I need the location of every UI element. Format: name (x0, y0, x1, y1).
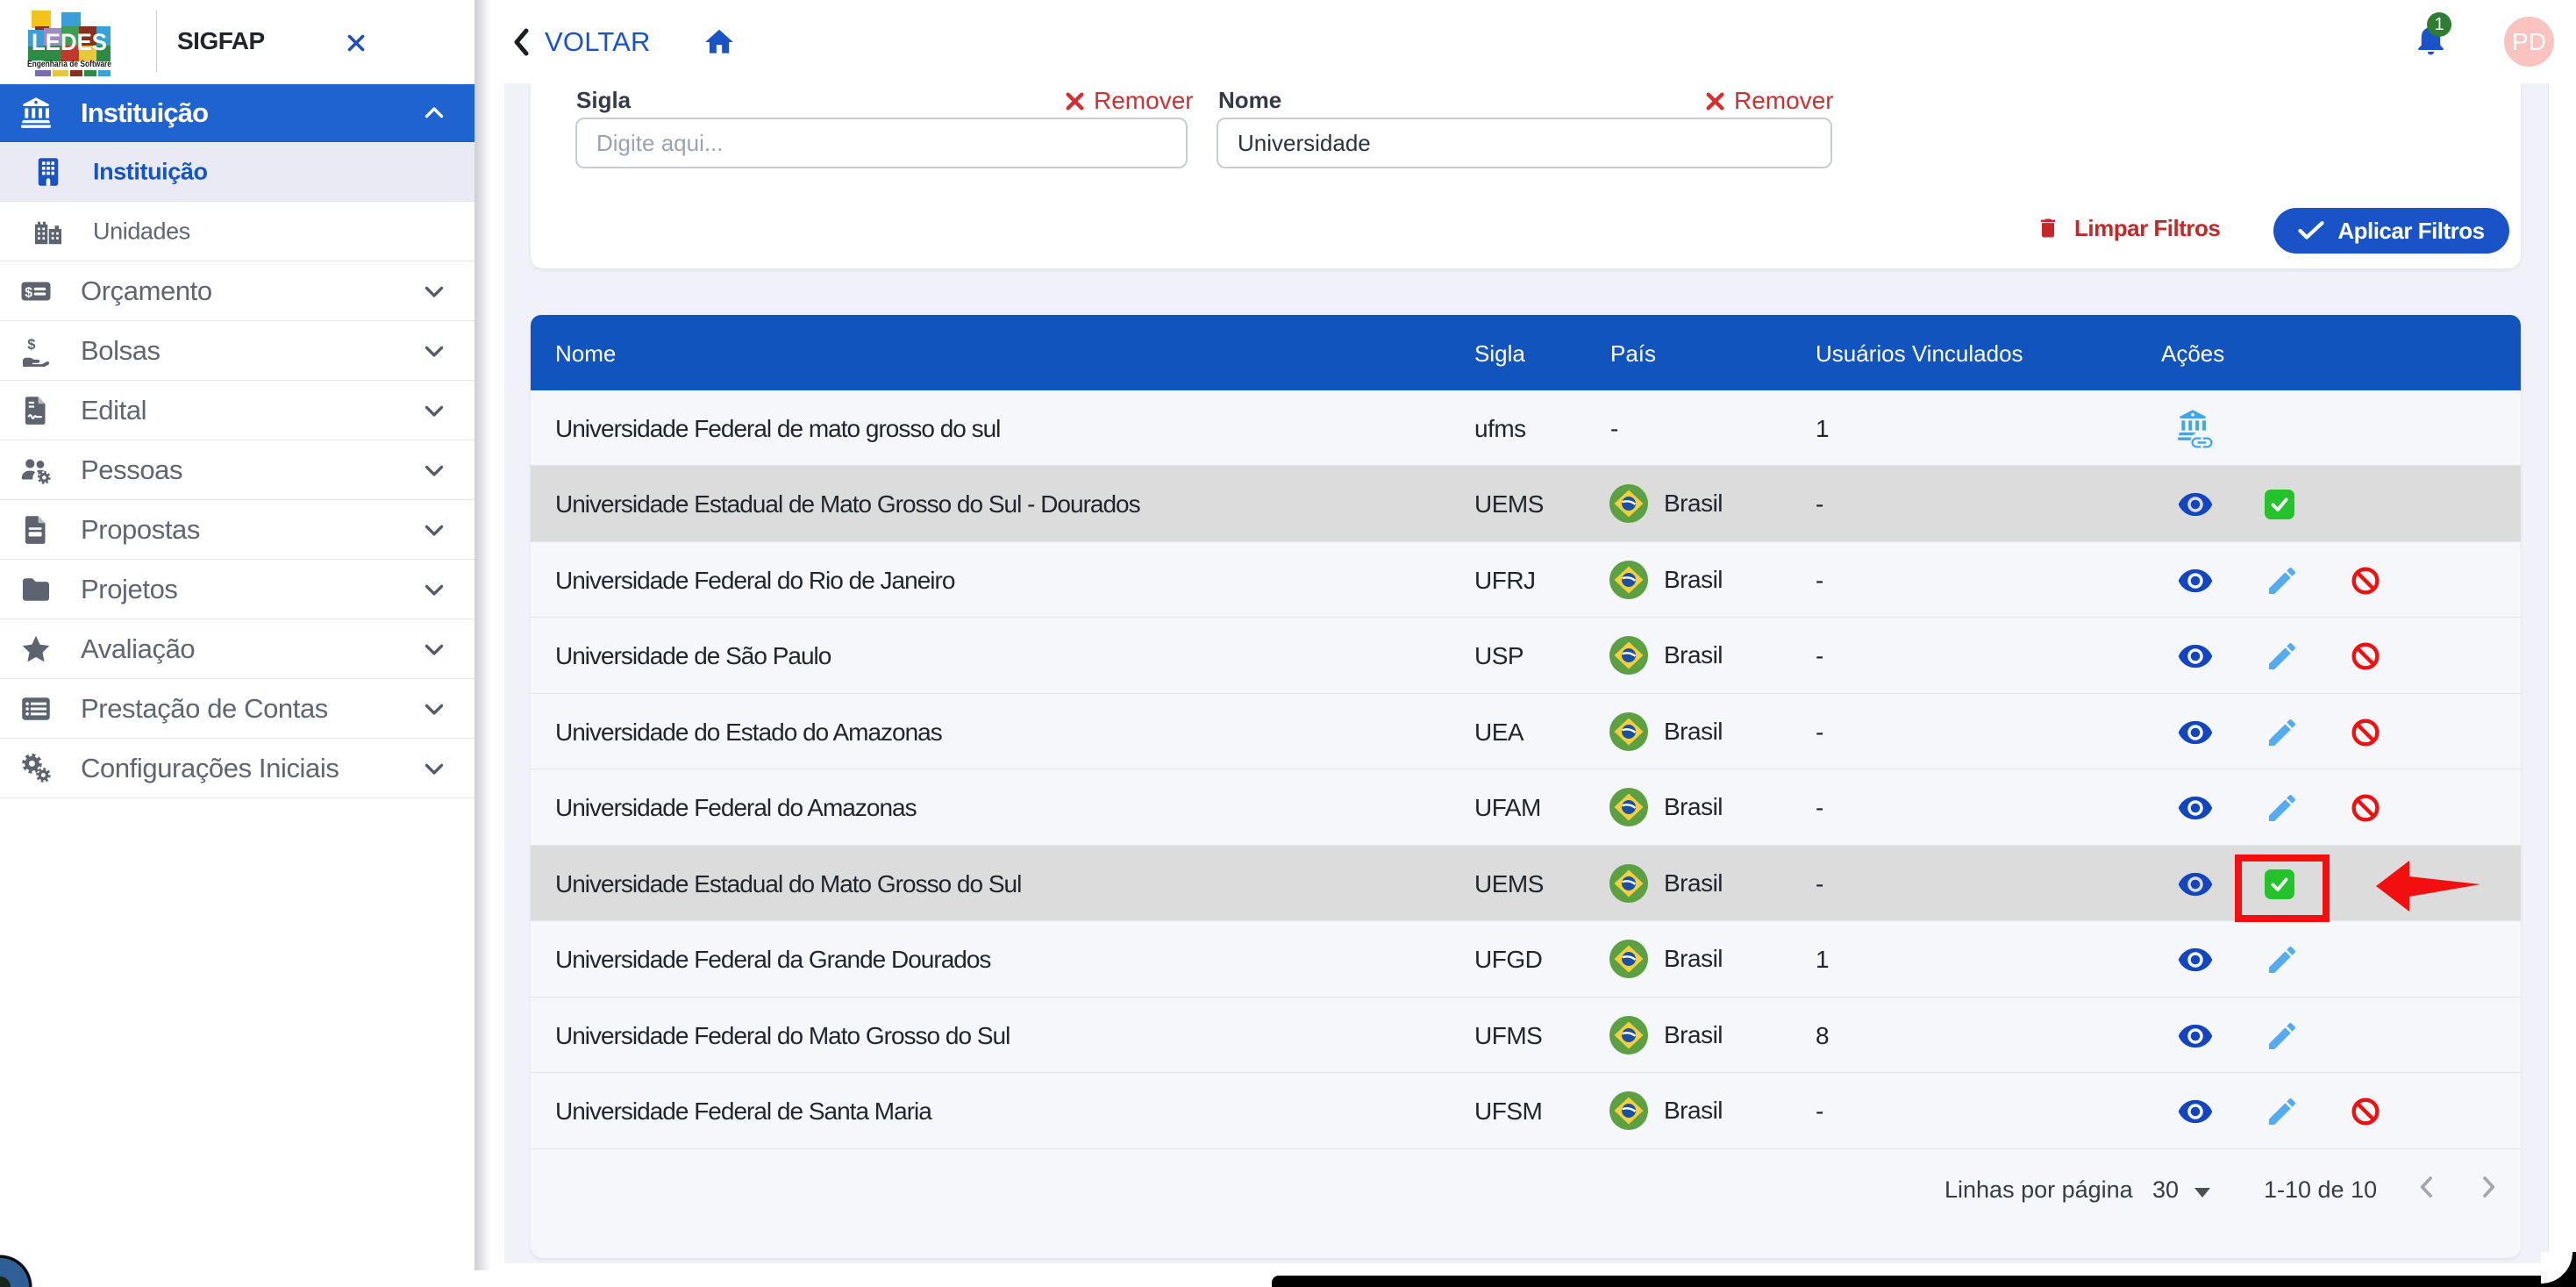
svg-text:$: $ (27, 336, 35, 352)
svg-text:$: $ (25, 285, 32, 300)
svg-text:LEDES: LEDES (32, 29, 107, 55)
svg-text:Engenharia de Software: Engenharia de Software (27, 60, 111, 69)
